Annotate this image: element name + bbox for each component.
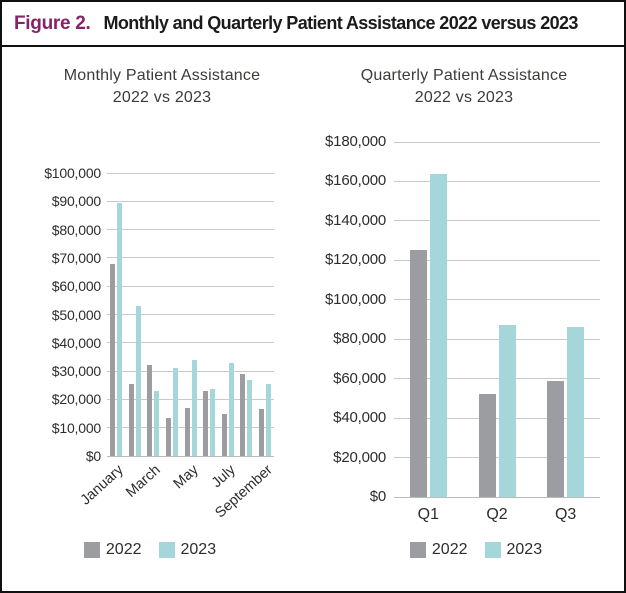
monthly-legend-item-2022: 2022	[83, 541, 142, 559]
monthly-bar-2023-august	[247, 380, 252, 456]
figure-label: Figure 2.	[14, 12, 91, 34]
quarterly-bar-2022-q1	[410, 250, 427, 497]
monthly-legend-swatch-2023	[158, 542, 175, 558]
quarterly-x-axis-label-q3: Q3	[554, 506, 577, 523]
quarterly-gridline-20000	[394, 457, 600, 459]
quarterly-gridline-100000	[394, 299, 600, 301]
quarterly-bar-chart: $0 $20,000 $40,000 $60,000 $80,000 $100,000 $1…	[2, 47, 624, 591]
monthly-bar-2022-september	[259, 409, 264, 456]
monthly-gridline-40000	[107, 342, 274, 344]
monthly-bar-2023-may	[192, 360, 197, 456]
monthly-bar-2022-april	[166, 418, 171, 456]
monthly-bar-2023-january	[117, 203, 122, 456]
monthly-gridline-20000	[107, 398, 274, 400]
quarterly-gridline-180000	[394, 141, 600, 143]
quarterly-y-axis-label: $160,000	[325, 172, 386, 190]
monthly-y-axis-label: $80,000	[51, 221, 101, 238]
quarterly-bar-2022-q2	[479, 394, 496, 497]
monthly-y-axis-label: $60,000	[51, 278, 101, 295]
quarterly-legend-label-2023: 2023	[506, 541, 543, 558]
monthly-bar-2022-january	[110, 264, 115, 456]
monthly-y-axis-label: $70,000	[51, 249, 101, 266]
quarterly-bar-2023-q3	[567, 327, 584, 497]
quarterly-y-axis-label: $0	[369, 488, 386, 505]
monthly-y-axis-label: $30,000	[51, 363, 101, 380]
figure-header: Figure 2. Monthly and Quarterly Patient …	[2, 2, 624, 47]
quarterly-chart-title-line1: Quarterly Patient Assistance	[360, 67, 568, 84]
quarterly-y-axis-label: $120,000	[325, 251, 386, 269]
monthly-gridline-100000	[107, 172, 274, 174]
monthly-gridline-30000	[107, 370, 274, 372]
monthly-legend: 2022 2023	[2, 541, 298, 559]
monthly-chart-title: Monthly Patient Assistance 2022 vs 2023	[12, 65, 312, 109]
monthly-legend-swatch-2022	[83, 542, 100, 558]
quarterly-y-axis-label: $60,000	[333, 369, 386, 387]
monthly-bar-2022-july	[222, 414, 227, 456]
quarterly-legend-item-2022: 2022	[409, 541, 468, 559]
monthly-bar-2023-july	[229, 363, 234, 456]
monthly-gridline-0	[107, 455, 274, 457]
monthly-legend-label-2022: 2022	[105, 541, 142, 558]
monthly-gridline-80000	[107, 229, 274, 231]
quarterly-gridline-160000	[394, 180, 600, 182]
figure-title: Monthly and Quarterly Patient Assistance…	[103, 13, 578, 33]
quarterly-gridline-60000	[394, 378, 600, 380]
quarterly-y-axis-label: $180,000	[325, 133, 386, 150]
quarterly-bar-2023-q2	[499, 325, 516, 497]
monthly-y-axis-label: $90,000	[51, 193, 101, 210]
monthly-legend-item-2023: 2023	[158, 541, 217, 559]
quarterly-y-axis-label: $40,000	[333, 409, 386, 427]
monthly-legend-label-2023: 2023	[180, 541, 217, 558]
monthly-bar-2023-february	[136, 306, 141, 456]
monthly-bar-2022-june	[203, 391, 208, 456]
monthly-y-axis-label: $0	[85, 448, 101, 464]
monthly-bar-2023-september	[266, 384, 271, 456]
quarterly-gridline-80000	[394, 338, 600, 340]
quarterly-bar-2022-q3	[547, 381, 564, 497]
monthly-bar-chart: $0 $10,000 $20,000 $30,000 $40,000 $50,000 $60…	[2, 47, 624, 591]
quarterly-gridline-140000	[394, 220, 600, 222]
quarterly-legend: 2022 2023	[326, 541, 624, 559]
quarterly-gridline-120000	[394, 259, 600, 261]
quarterly-legend-item-2023: 2023	[484, 541, 543, 559]
monthly-gridline-70000	[107, 257, 274, 259]
monthly-bar-2022-march	[147, 365, 152, 456]
quarterly-bar-2023-q1	[430, 174, 447, 497]
quarterly-legend-swatch-2022	[409, 542, 426, 558]
monthly-y-axis-label: $100,000	[44, 165, 101, 181]
monthly-bar-2023-april	[173, 368, 178, 456]
charts-area: Monthly Patient Assistance 2022 vs 2023 …	[2, 47, 624, 591]
monthly-y-axis-label: $10,000	[51, 419, 101, 436]
monthly-y-axis-label: $40,000	[51, 334, 101, 351]
monthly-bar-2022-february	[129, 384, 134, 456]
quarterly-gridline-0	[394, 496, 600, 498]
monthly-chart-title-line1: Monthly Patient Assistance	[63, 67, 261, 84]
monthly-bar-2023-june	[210, 389, 215, 456]
monthly-gridline-50000	[107, 314, 274, 315]
monthly-chart-title-line2: 2022 vs 2023	[112, 89, 212, 106]
quarterly-chart-title-line2: 2022 vs 2023	[414, 89, 514, 106]
monthly-y-axis-label: $20,000	[51, 391, 101, 408]
quarterly-y-axis-label: $80,000	[333, 330, 386, 348]
quarterly-y-axis-label: $20,000	[333, 448, 386, 466]
monthly-gridline-60000	[107, 285, 274, 287]
monthly-bar-2022-may	[185, 408, 190, 456]
monthly-bar-2023-march	[154, 391, 159, 456]
quarterly-legend-label-2022: 2022	[431, 541, 468, 558]
quarterly-y-axis-label: $140,000	[325, 211, 386, 229]
quarterly-chart-title: Quarterly Patient Assistance 2022 vs 202…	[314, 65, 614, 109]
monthly-y-axis-label: $50,000	[51, 306, 101, 323]
monthly-gridline-10000	[107, 427, 274, 429]
quarterly-x-axis-label-q1: Q1	[417, 506, 439, 523]
quarterly-legend-swatch-2023	[484, 542, 501, 558]
quarterly-gridline-40000	[394, 417, 600, 419]
quarterly-y-axis-label: $100,000	[325, 290, 386, 308]
monthly-gridline-90000	[107, 200, 274, 202]
monthly-bar-2022-august	[240, 374, 245, 456]
quarterly-x-axis-label-q2: Q2	[486, 506, 508, 523]
